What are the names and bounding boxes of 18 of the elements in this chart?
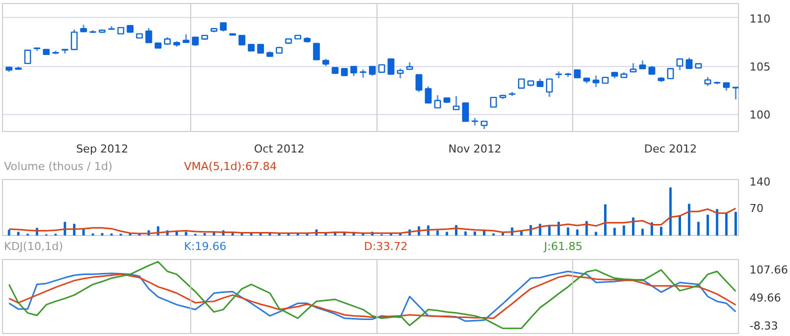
- y-tick-label: 100: [750, 108, 770, 122]
- y-tick-label: 105: [750, 60, 770, 74]
- chart-title: KDJ(10,1d): [4, 240, 63, 253]
- text: D:33.72: [364, 240, 408, 253]
- y-tick-label: 107.66: [750, 264, 788, 277]
- chart-title: Volume (thous / 1d): [4, 160, 112, 173]
- text: K:19.66: [184, 240, 226, 253]
- y-tick-label: -8.33: [750, 320, 778, 333]
- y-tick-label: 49.66: [750, 292, 781, 305]
- x-tick-label: Oct 2012: [254, 142, 304, 156]
- y-tick-label: 110: [750, 12, 770, 26]
- x-tick-label: Sep 2012: [76, 142, 128, 156]
- series-label: J:61.85: [544, 240, 582, 253]
- y-tick-label: 140: [750, 176, 770, 188]
- y-tick-label: 70: [750, 202, 764, 215]
- text: VMA(5,1d):67.84: [184, 160, 277, 173]
- x-tick-label: Dec 2012: [644, 142, 697, 156]
- x-tick-label: Nov 2012: [448, 142, 502, 156]
